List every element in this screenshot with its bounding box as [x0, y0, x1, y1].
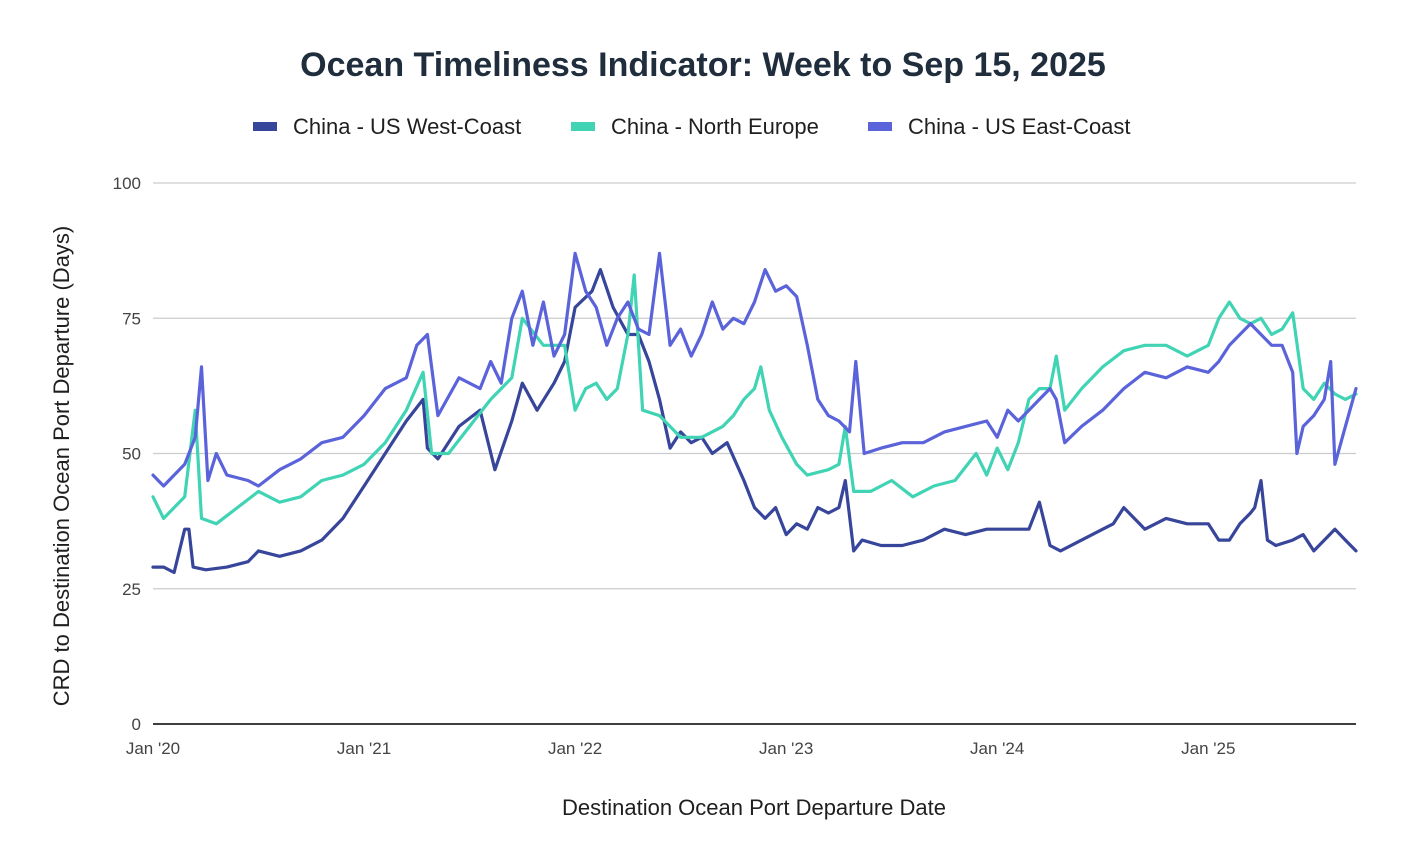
x-axis-label: Destination Ocean Port Departure Date — [562, 795, 946, 820]
chart-title: Ocean Timeliness Indicator: Week to Sep … — [300, 46, 1106, 84]
y-tick-label: 75 — [122, 309, 141, 328]
legend-label: China - North Europe — [611, 114, 819, 139]
y-tick-label: 50 — [122, 445, 141, 464]
x-tick-label: Jan '21 — [337, 739, 391, 758]
series-line-3 — [151, 251, 1358, 488]
x-tick-label: Jan '23 — [759, 739, 813, 758]
y-tick-label: 25 — [122, 580, 141, 599]
x-tick-label: Jan '22 — [548, 739, 602, 758]
series-line-2 — [151, 273, 1358, 526]
x-tick-label: Jan '20 — [126, 739, 180, 758]
legend-swatch — [571, 122, 595, 131]
legend-swatch — [253, 122, 277, 131]
series-lines — [151, 251, 1358, 575]
y-tick-label: 0 — [132, 715, 141, 734]
legend: China - US West-Coast China - North Europ… — [253, 114, 1131, 139]
y-axis-ticks: 0 25 50 75 100 — [113, 174, 141, 734]
y-axis-label: CRD to Destination Ocean Port Departure … — [49, 226, 74, 707]
x-axis-ticks: Jan '20 Jan '21 Jan '22 Jan '23 Jan '24 Jan '… — [126, 739, 1236, 758]
legend-label: China - US West-Coast — [293, 114, 521, 139]
gridlines — [153, 182, 1356, 725]
legend-label: China - US East-Coast — [908, 114, 1131, 139]
series-line-1 — [151, 268, 1358, 575]
x-tick-label: Jan '25 — [1181, 739, 1235, 758]
y-tick-label: 100 — [113, 174, 141, 193]
x-tick-label: Jan '24 — [970, 739, 1024, 758]
legend-swatch — [868, 122, 892, 131]
